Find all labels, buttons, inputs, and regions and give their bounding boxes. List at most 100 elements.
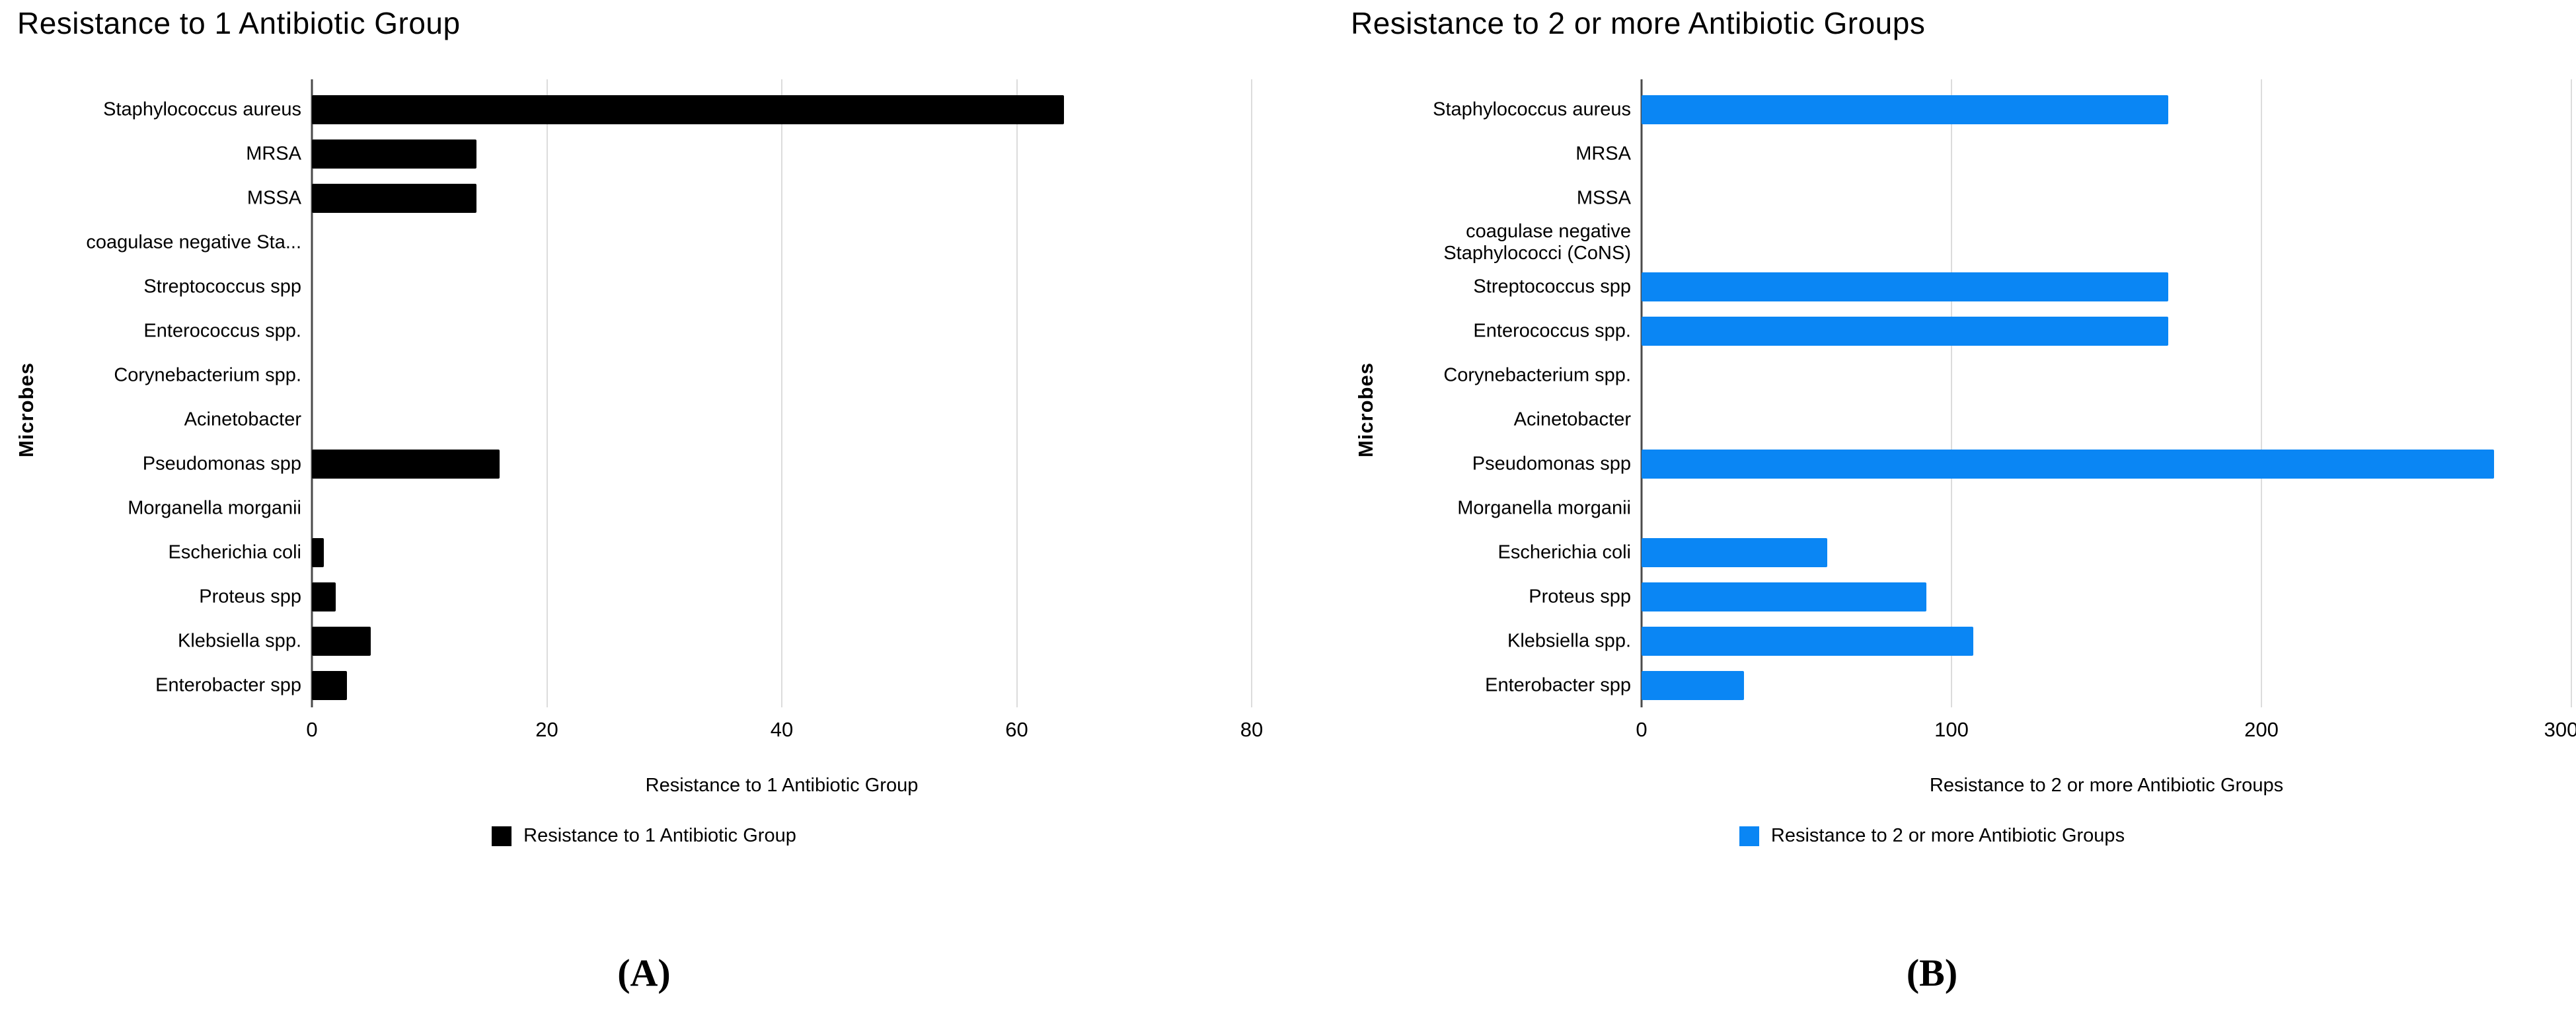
category-row: Proteus spp [1288,574,2576,619]
category-row: Staphylococcus aureus [1288,87,2576,132]
plot-area: Staphylococcus aureus MRSA MSSA coagulase n… [0,79,1288,707]
gridline [1016,79,1018,707]
bar [1642,449,2494,479]
bar [312,626,371,656]
x-tick-label: 80 [1240,718,1264,741]
legend: Resistance to 1 Antibiotic Group [0,825,1288,847]
category-row: Pseudomonas spp [1288,442,2576,486]
x-tick-label: 0 [306,718,318,741]
category-label: Morganella morganii [128,497,301,518]
x-axis-title: Resistance to 2 or more Antibiotic Group… [1929,775,2284,796]
category-row: Klebsiella spp. [1288,619,2576,663]
bar [1642,316,2169,346]
gridline [2261,79,2262,707]
gridline [1251,79,1252,707]
category-label: MRSA [246,143,301,164]
y-axis-line [311,79,313,707]
category-label: Streptococcus spp [1473,276,1631,297]
category-label: Enterococcus spp. [1473,320,1631,341]
legend: Resistance to 2 or more Antibiotic Group… [1288,825,2576,847]
panel-caption: (A) [617,951,671,994]
category-label: Acinetobacter [184,409,301,430]
gridline [781,79,782,707]
category-label: Staphylococcus aureus [1433,98,1631,120]
x-tick-label: 0 [1636,718,1648,741]
bar [312,537,324,567]
x-tick-label: 20 [535,718,558,741]
bar [1642,272,2169,301]
plot-area: Staphylococcus aureus MRSA MSSA coagulase n… [1288,0,2576,1024]
category-label: coagulase negative Sta... [86,231,301,253]
category-row: Pseudomonas spp [0,442,1288,486]
category-label: Enterobacter spp [1485,674,1631,695]
bar [312,139,476,169]
bar [312,582,336,611]
bar [312,183,476,213]
category-label: Enterococcus spp. [143,320,301,341]
chart-title: Resistance to 1 Antibiotic Group [17,6,461,40]
category-label: Klebsiella spp. [1507,630,1631,651]
category-label: Enterobacter spp [155,674,301,695]
chart-title: Resistance to 2 or more Antibiotic Group… [1351,6,1926,40]
legend-label: Resistance to 2 or more Antibiotic Group… [1770,825,2125,846]
gridline [546,79,548,707]
category-row: Proteus spp [0,574,1288,619]
category-row: coagulase negative Sta... [0,220,1288,264]
legend-swatch [492,826,512,846]
x-tick-label: 200 [2244,718,2279,741]
category-label: Corynebacterium spp. [1443,364,1631,385]
category-label: Proteus spp [199,586,301,607]
category-label: Escherichia coli [168,541,301,563]
bar [312,449,500,479]
category-label: MSSA [246,187,301,208]
gridline [1951,79,1952,707]
x-tick-label: 60 [1005,718,1028,741]
category-row: Escherichia coli [0,530,1288,574]
category-label: Pseudomonas spp [142,453,301,474]
category-row: MRSA [0,132,1288,176]
category-row: coagulase negative Staphylococci (CoNS) [1288,220,2576,264]
bar [1642,95,2169,124]
category-row: Streptococcus spp [0,264,1288,309]
category-label: MSSA [1576,187,1631,208]
x-tick-label: 300 [2544,718,2576,741]
category-row: Acinetobacter [0,397,1288,442]
panel-b: Resistance to 2 or more Antibiotic Group… [1288,0,2576,1024]
category-row: Morganella morganii [0,486,1288,530]
category-label: MRSA [1575,143,1631,164]
category-label: Proteus spp [1529,586,1631,607]
panel-caption: (B) [1906,951,1958,994]
bar [1642,670,1744,700]
category-row: Corynebacterium spp. [1288,353,2576,397]
category-row: MSSA [0,176,1288,220]
bar [312,95,1064,124]
category-row: Staphylococcus aureus [0,87,1288,132]
category-label: Pseudomonas spp [1472,453,1631,474]
category-row: Streptococcus spp [1288,264,2576,309]
bar [1642,537,1828,567]
category-row: Escherichia coli [1288,530,2576,574]
legend-swatch [1739,826,1759,846]
y-axis-line [1640,79,1643,707]
category-label: Escherichia coli [1497,541,1631,563]
category-label: Acinetobacter [1513,409,1631,430]
category-row: MSSA [1288,176,2576,220]
bar [1642,626,1973,656]
category-row: Morganella morganii [1288,486,2576,530]
category-label: Staphylococcus aureus [103,98,301,120]
bar [312,670,348,700]
category-row: Enterococcus spp. [1288,309,2576,353]
category-row: Klebsiella spp. [0,619,1288,663]
category-label: Klebsiella spp. [178,630,301,651]
bar [1642,582,1927,611]
x-tick-label: 40 [770,718,794,741]
category-label: Morganella morganii [1457,497,1631,518]
legend-label: Resistance to 1 Antibiotic Group [523,825,796,846]
x-axis-title: Resistance to 1 Antibiotic Group [645,775,919,796]
gridline [2571,79,2572,707]
category-row: Corynebacterium spp. [0,353,1288,397]
category-row: Enterobacter spp [0,663,1288,707]
category-label: Streptococcus spp [143,276,301,297]
category-row: Enterococcus spp. [0,309,1288,353]
